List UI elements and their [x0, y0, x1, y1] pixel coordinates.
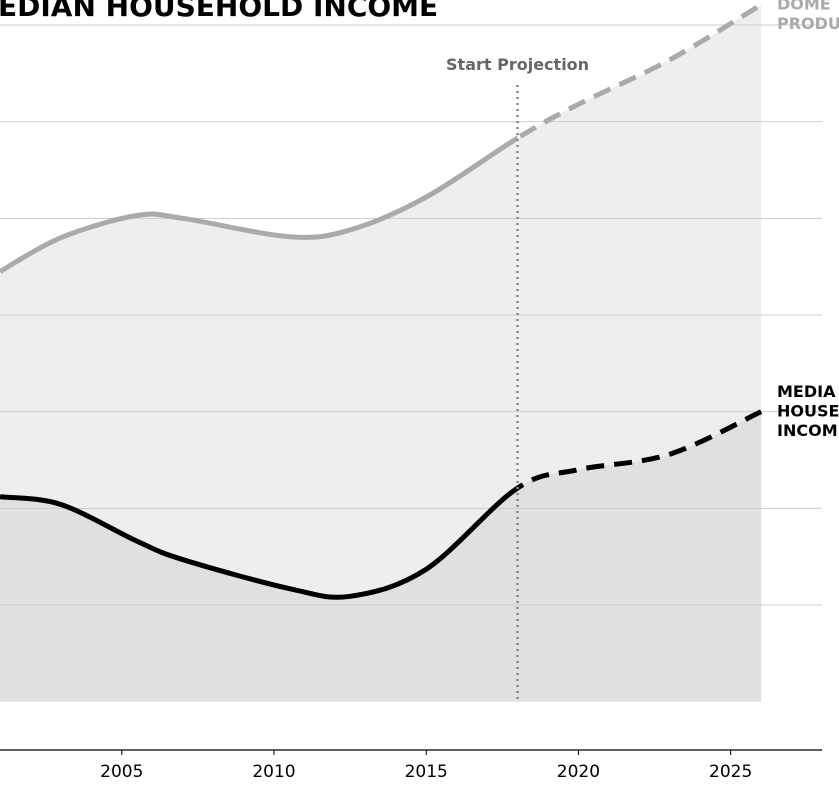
- x-tick-label: 2015: [405, 762, 448, 782]
- grid: 2005 2010 2015 2020 2025: [0, 24, 822, 782]
- series-label: PRODU: [777, 14, 839, 33]
- chart-title: EDIAN HOUSEHOLD INCOME: [0, 0, 438, 23]
- x-tick-label: 2010: [252, 762, 295, 782]
- x-tick-label: 2020: [557, 762, 600, 782]
- series-label: DOME: [777, 0, 831, 14]
- x-tick-label: 2005: [100, 762, 143, 782]
- line-actual: [0, 485, 518, 600]
- annotation: Start Projection: [446, 55, 589, 74]
- line-projection: [517, 409, 763, 492]
- areas: [0, 4, 762, 702]
- series-label: INCOM: [777, 421, 838, 440]
- line-actual: [0, 135, 518, 274]
- series-label: MEDIA: [777, 382, 836, 401]
- line-projection: [517, 2, 763, 142]
- lines: [0, 2, 763, 702]
- series-label: HOUSE: [777, 402, 839, 421]
- area: [0, 411, 762, 702]
- x-tick-label: 2025: [709, 762, 752, 782]
